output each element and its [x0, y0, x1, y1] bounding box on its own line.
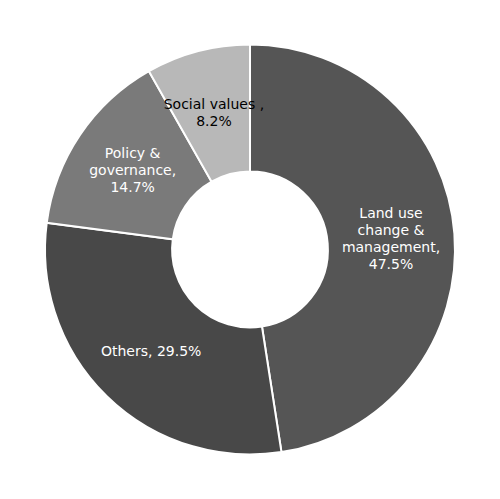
slice-label-line: change &: [358, 222, 425, 238]
slice-label: Land usechange &management,47.5%: [342, 205, 440, 272]
slice-label: Others, 29.5%: [101, 343, 201, 359]
slice-label-line: Land use: [359, 205, 422, 221]
slice-label-line: 14.7%: [110, 179, 154, 195]
slice-label-line: governance,: [89, 162, 176, 178]
slice-label-line: Policy &: [105, 145, 161, 161]
slice-label-line: Social values ,: [164, 96, 264, 112]
donut-slice: [250, 45, 455, 453]
donut-slice: [149, 45, 250, 182]
slices: [45, 45, 455, 455]
chart-container: Land usechange &management,47.5% Others, …: [0, 0, 500, 499]
labels: Land usechange &management,47.5% Others, …: [89, 96, 440, 358]
slice-label: Policy &governance,14.7%: [89, 145, 176, 195]
donut-slice: [45, 223, 281, 455]
slice-label: Social values ,8.2%: [164, 96, 264, 129]
chart: Land usechange &management,47.5% Others, …: [0, 0, 500, 499]
slice-label-line: 8.2%: [196, 113, 232, 129]
slice-label-line: 47.5%: [369, 256, 413, 272]
slice-label-line: Others, 29.5%: [101, 343, 201, 359]
slice-label-line: management,: [342, 239, 440, 255]
